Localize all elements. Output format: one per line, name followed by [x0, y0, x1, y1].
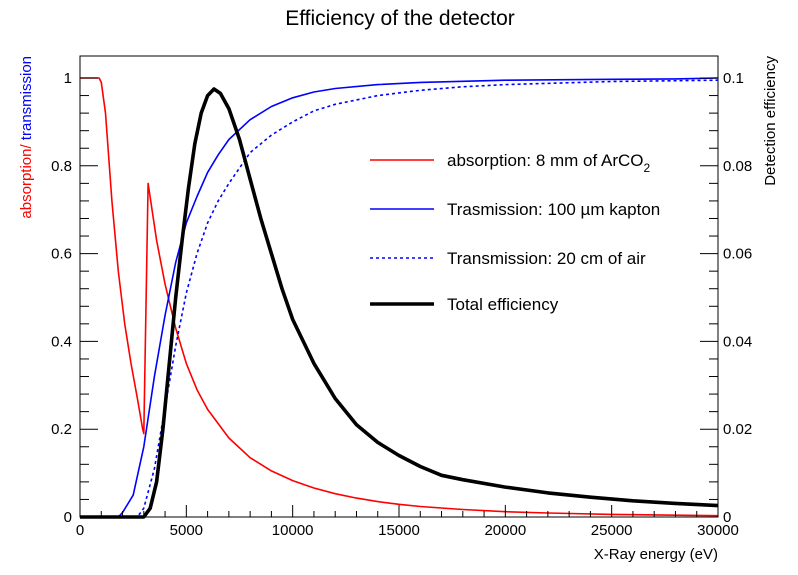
y-left-tick-label: 0	[64, 509, 72, 526]
x-tick-label: 20000	[484, 522, 526, 539]
series-line-3	[80, 79, 719, 518]
legend: absorption: 8 mm of ArCO2 Trasmission: 10…	[370, 151, 660, 314]
y-left-tick-label: 0.2	[51, 421, 72, 438]
legend-label: Trasmission: 100 µm kapton	[447, 200, 660, 219]
y-right-tick-label: 0.04	[723, 333, 752, 350]
x-tick-label: 30000	[697, 522, 739, 539]
legend-label: absorption: 8 mm of ArCO2	[447, 151, 651, 175]
y-right-tick-label: 0.08	[723, 158, 752, 175]
x-tick-label: 5000	[170, 522, 203, 539]
x-tick-label: 15000	[378, 522, 420, 539]
y-axis-left-label: absorption/ transmission	[18, 56, 35, 219]
y-axis-right-label: Detection efficiency	[762, 56, 779, 186]
y-right-tick-label: 0.1	[723, 70, 744, 87]
x-tick-label: 0	[76, 522, 84, 539]
x-tick-label: 10000	[272, 522, 314, 539]
ticks-layer: 0 5000 10000 15000 20000 25000 3000000.20.40.6…	[51, 70, 752, 539]
x-axis-label: X-Ray energy (eV)	[594, 546, 718, 563]
y-left-tick-label: 1	[64, 70, 72, 87]
legend-label: Transmission: 20 cm of air	[447, 249, 646, 268]
y-right-tick-label: 0.06	[723, 246, 752, 263]
legend-label: Total efficiency	[447, 295, 559, 314]
series-line-4	[80, 87, 719, 519]
y-right-tick-label: 0	[723, 509, 731, 526]
y-left-tick-label: 0.4	[51, 333, 72, 350]
y-left-tick-label: 0.8	[51, 158, 72, 175]
y-left-tick-label: 0.6	[51, 246, 72, 263]
chart-title: Efficiency of the detector	[285, 7, 515, 30]
series-line-2	[80, 77, 719, 518]
series-layer	[80, 77, 719, 519]
series-line-1	[80, 77, 719, 517]
x-tick-label: 25000	[591, 522, 633, 539]
y-right-tick-label: 0.02	[723, 421, 752, 438]
